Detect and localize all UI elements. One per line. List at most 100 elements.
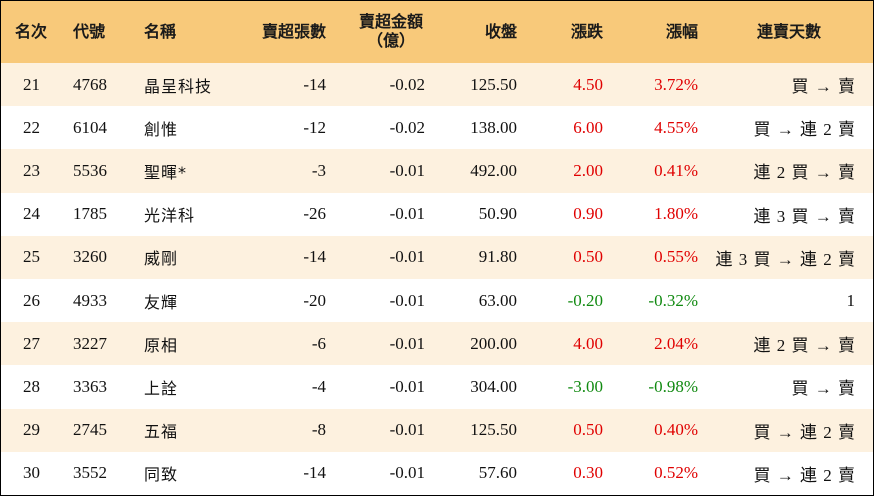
header-net-sell-amount-line2: （億） (366, 33, 415, 50)
cell-close: 492.00 (470, 160, 517, 180)
cell-close: 50.90 (478, 204, 517, 224)
header-net-sell-amount-line1: 賣超金額 (358, 14, 423, 31)
cell-code[interactable]: 3363 (73, 376, 107, 396)
cell-streak: 買 → 賣 (791, 77, 856, 97)
cell-streak: 買 → 賣 (791, 379, 856, 399)
table-row[interactable]: 29 2745 五福 -8 -0.01 125.50 0.50 0.40% 買 → 連 2 賣 (1, 408, 873, 452)
header-change-pct[interactable]: 漲幅 (665, 23, 698, 41)
cell-change: -0.20 (567, 290, 603, 310)
cell-stock-name[interactable]: 上詮 (144, 378, 179, 398)
cell-code[interactable]: 1785 (73, 204, 107, 224)
cell-stock-name[interactable]: 友輝 (144, 292, 179, 312)
cell-net-sell-amount: -0.01 (389, 247, 425, 267)
cell-change-pct: 0.52% (654, 463, 698, 483)
cell-streak: 1 (846, 290, 856, 310)
table-row[interactable]: 22 6104 創惟 -12 -0.02 138.00 6.00 4.55% 買 → 連 2 賣 (1, 106, 873, 149)
table-row[interactable]: 30 3552 同致 -14 -0.01 57.60 0.30 0.52% 買 → 連 2 賣 (1, 452, 873, 495)
cell-change-pct: -0.32% (648, 290, 698, 310)
cell-rank: 24 (23, 204, 40, 224)
cell-net-sell-lots: -14 (303, 247, 326, 267)
cell-rank: 25 (23, 247, 40, 267)
cell-code[interactable]: 3552 (73, 463, 107, 483)
cell-net-sell-amount: -0.02 (389, 117, 425, 137)
cell-net-sell-amount: -0.01 (389, 463, 425, 483)
cell-code[interactable]: 4768 (73, 74, 107, 94)
cell-net-sell-lots: -14 (303, 463, 326, 483)
cell-rank: 29 (23, 420, 40, 440)
cell-change-pct: 1.80% (654, 204, 698, 224)
cell-change-pct: 2.04% (654, 333, 698, 353)
table-row[interactable]: 27 3227 原相 -6 -0.01 200.00 4.00 2.04% 連 2 買 → 賣 (1, 322, 873, 366)
cell-streak: 連 2 買 → 賣 (753, 336, 856, 356)
cell-code[interactable]: 2745 (73, 420, 107, 440)
cell-code[interactable]: 3260 (73, 247, 107, 267)
cell-net-sell-amount: -0.01 (389, 420, 425, 440)
table-header: 名次 代號 名稱 賣超張數 賣超金額 （億） 收盤 漲跌 漲幅 連賣天數 (1, 1, 873, 63)
cell-close: 63.00 (478, 290, 517, 310)
table-row[interactable]: 25 3260 威剛 -14 -0.01 91.80 0.50 0.55% 連 3 買 → 連 … (1, 235, 873, 279)
cell-change: 0.90 (573, 204, 603, 224)
header-net-sell-amount[interactable]: 賣超金額 （億） (326, 13, 425, 51)
header-rank[interactable]: 名次 (15, 23, 48, 41)
table-row[interactable]: 21 4768 晶呈科技 -14 -0.02 125.50 4.50 3.72% 買 → 賣 (1, 63, 873, 107)
cell-stock-name[interactable]: 晶呈科技 (144, 76, 213, 96)
table-row[interactable]: 28 3363 上詮 -4 -0.01 304.00 -3.00 -0.98% 買 → 賣 (1, 365, 873, 408)
cell-stock-name[interactable]: 威剛 (144, 249, 179, 269)
cell-stock-name[interactable]: 聖暉* (144, 162, 188, 182)
cell-stock-name[interactable]: 同致 (144, 465, 179, 485)
cell-net-sell-lots: -6 (311, 333, 326, 353)
cell-rank: 26 (23, 290, 40, 310)
cell-rank: 22 (23, 117, 40, 137)
cell-net-sell-lots: -14 (303, 74, 326, 94)
cell-change-pct: 0.40% (654, 420, 698, 440)
cell-streak: 買 → 連 2 賣 (753, 422, 856, 442)
cell-rank: 30 (23, 463, 40, 483)
cell-close: 57.60 (478, 463, 517, 483)
cell-change-pct: 0.41% (654, 160, 698, 180)
cell-stock-name[interactable]: 原相 (144, 335, 179, 355)
cell-code[interactable]: 3227 (73, 333, 107, 353)
cell-change: 0.50 (573, 420, 603, 440)
cell-change: -3.00 (567, 376, 603, 396)
table-row[interactable]: 23 5536 聖暉* -3 -0.01 492.00 2.00 0.41% 連 2 買 → 賣 (1, 149, 873, 193)
cell-change: 2.00 (573, 160, 603, 180)
cell-net-sell-amount: -0.01 (389, 160, 425, 180)
cell-net-sell-amount: -0.01 (389, 204, 425, 224)
cell-change-pct: 4.55% (654, 117, 698, 137)
cell-net-sell-lots: -26 (303, 204, 326, 224)
header-code[interactable]: 代號 (73, 23, 106, 41)
cell-close: 125.50 (470, 420, 517, 440)
cell-change: 4.50 (573, 74, 603, 94)
table-body: 21 4768 晶呈科技 -14 -0.02 125.50 4.50 3.72% 買 → 賣 22… (1, 63, 873, 495)
cell-streak: 連 2 買 → 賣 (753, 163, 856, 183)
cell-stock-name[interactable]: 創惟 (144, 119, 179, 139)
cell-streak: 連 3 買 → 連 2 賣 (715, 249, 856, 269)
cell-net-sell-lots: -8 (311, 420, 326, 440)
cell-stock-name[interactable]: 光洋科 (144, 206, 196, 226)
header-net-sell-lots[interactable]: 賣超張數 (261, 23, 326, 41)
cell-rank: 21 (23, 74, 40, 94)
header-streak[interactable]: 連賣天數 (756, 23, 821, 41)
cell-close: 304.00 (470, 376, 517, 396)
cell-code[interactable]: 4933 (73, 290, 107, 310)
cell-code[interactable]: 5536 (73, 160, 107, 180)
cell-close: 200.00 (470, 333, 517, 353)
cell-change-pct: 3.72% (654, 74, 698, 94)
cell-change: 0.30 (573, 463, 603, 483)
cell-stock-name[interactable]: 五福 (144, 422, 179, 442)
header-change[interactable]: 漲跌 (570, 23, 603, 41)
header-name[interactable]: 名稱 (144, 23, 177, 41)
table-row[interactable]: 24 1785 光洋科 -26 -0.01 50.90 0.90 1.80% 連 3 買 → 賣 (1, 193, 873, 236)
cell-rank: 23 (23, 160, 40, 180)
cell-change-pct: 0.55% (654, 247, 698, 267)
cell-streak: 連 3 買 → 賣 (753, 206, 856, 226)
cell-code[interactable]: 6104 (73, 117, 107, 137)
cell-net-sell-lots: -12 (303, 117, 326, 137)
cell-net-sell-amount: -0.02 (389, 74, 425, 94)
cell-close: 125.50 (470, 74, 517, 94)
table-row[interactable]: 26 4933 友輝 -20 -0.01 63.00 -0.20 -0.32% 1 (1, 279, 873, 322)
cell-streak: 買 → 連 2 賣 (753, 465, 856, 485)
cell-rank: 28 (23, 376, 40, 396)
header-close[interactable]: 收盤 (484, 23, 517, 41)
